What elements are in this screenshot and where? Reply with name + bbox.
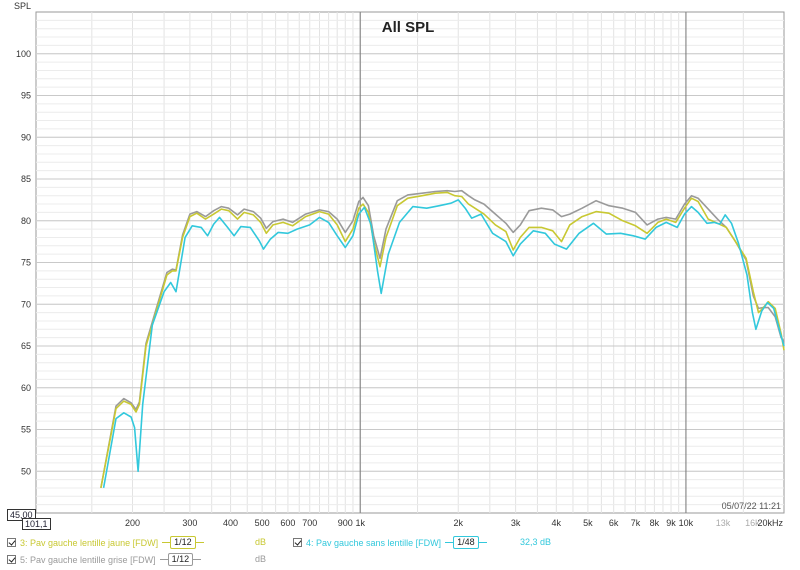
y-tick-label: 60 <box>21 383 31 393</box>
y-tick-labels: 50 55 60 65 70 75 80 85 90 95 100 <box>16 49 31 477</box>
x-tick-label: 600 <box>280 518 295 528</box>
series-3-checkbox[interactable] <box>7 538 16 547</box>
x-tick-label: 3k <box>511 518 521 528</box>
x-tick-label: 10k <box>679 518 694 528</box>
y-tick-label: 95 <box>21 91 31 101</box>
y-tick-label: 100 <box>16 49 31 59</box>
series-3-smoothing-label: 1/12 <box>170 536 196 549</box>
x-tick-label: 20kHz <box>757 518 783 528</box>
x-tick-label: 500 <box>255 518 270 528</box>
y-tick-label: 75 <box>21 258 31 268</box>
grid <box>36 12 784 513</box>
x-tick-label: 9k <box>666 518 676 528</box>
legend-item-series-4[interactable]: 4: Pav gauche sans lentille [FDW] 1/48 <box>293 536 487 549</box>
x-tick-label: 700 <box>302 518 317 528</box>
y-tick-label: 50 <box>21 466 31 476</box>
series-5-checkbox[interactable] <box>7 555 16 564</box>
legend-item-series-5[interactable]: 5: Pav gauche lentille grise [FDW] 1/12 <box>7 553 202 566</box>
x-tick-label: 13k <box>716 518 731 528</box>
x-tick-label: 300 <box>182 518 197 528</box>
y-tick-label: 80 <box>21 216 31 226</box>
x-tick-label: 900 <box>338 518 353 528</box>
series-4-smoothing[interactable]: 1/48 <box>445 536 487 549</box>
x-min-value-box[interactable]: 101,1 <box>22 518 51 530</box>
series-line-4 <box>102 199 785 489</box>
series-3-name: 3: Pav gauche lentille jaune [FDW] <box>20 537 159 548</box>
x-tick-label: 16k <box>745 518 760 528</box>
series-5-smoothing-label: 1/12 <box>167 553 194 566</box>
series-3-smoothing[interactable]: 1/12 <box>162 536 204 549</box>
x-tick-label: 1k <box>355 518 365 528</box>
y-axis-label: SPL <box>14 1 31 11</box>
timestamp: 05/07/22 11:21 <box>722 501 781 511</box>
x-tick-labels: 200 300 400 500 600 700 900 1k 2k 3k 4k 5k 6k 7k 8k 9k 1… <box>125 518 783 528</box>
x-tick-label: 8k <box>650 518 660 528</box>
x-tick-label: 4k <box>552 518 562 528</box>
x-tick-label: 6k <box>609 518 619 528</box>
x-tick-label: 5k <box>583 518 593 528</box>
series-lines <box>100 189 785 489</box>
y-tick-label: 70 <box>21 299 31 309</box>
y-tick-label: 55 <box>21 425 31 435</box>
y-tick-label: 85 <box>21 174 31 184</box>
y-tick-label: 90 <box>21 132 31 142</box>
series-line-5 <box>100 189 785 489</box>
series-4-offset: 32,3 dB <box>520 537 552 547</box>
x-tick-label: 2k <box>453 518 463 528</box>
series-3-unit: dB <box>255 537 267 547</box>
series-5-name: 5: Pav gauche lentille grise [FDW] <box>20 554 156 565</box>
x-tick-label: 7k <box>631 518 641 528</box>
x-tick-label: 200 <box>125 518 140 528</box>
series-4-smoothing-label: 1/48 <box>453 536 479 549</box>
x-tick-label: 400 <box>223 518 238 528</box>
chart-title: All SPL <box>382 19 435 36</box>
series-5-smoothing[interactable]: 1/12 <box>159 553 202 566</box>
y-tick-label: 65 <box>21 341 31 351</box>
series-4-checkbox[interactable] <box>293 538 302 547</box>
series-4-name: 4: Pav gauche sans lentille [FDW] <box>306 537 442 548</box>
series-line-3 <box>100 191 785 489</box>
series-5-unit: dB <box>255 554 267 564</box>
legend-item-series-3[interactable]: 3: Pav gauche lentille jaune [FDW] 1/12 <box>7 536 204 549</box>
